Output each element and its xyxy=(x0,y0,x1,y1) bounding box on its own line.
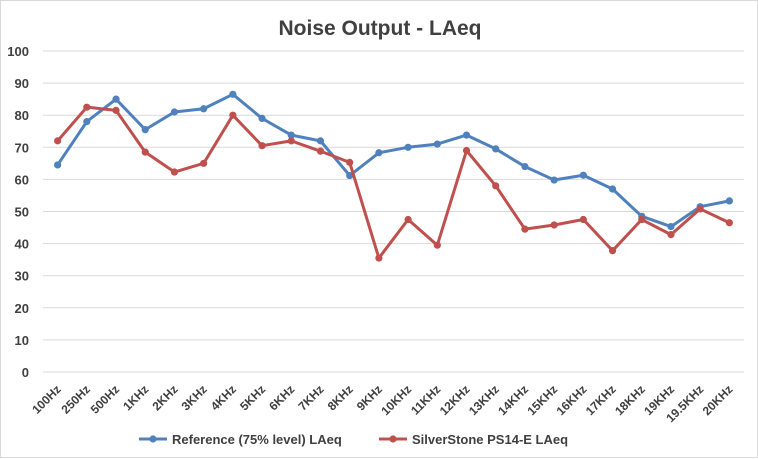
x-tick-label: 11KHz xyxy=(408,382,443,417)
data-point xyxy=(667,231,675,239)
data-point xyxy=(316,137,325,145)
data-point xyxy=(258,142,266,150)
data-point xyxy=(200,159,208,167)
x-tick-label: 250Hz xyxy=(59,382,93,416)
data-point xyxy=(550,221,558,229)
data-point xyxy=(346,171,354,180)
series-1 xyxy=(54,90,733,231)
y-tick-label: 10 xyxy=(15,333,29,348)
x-tick-label: 100Hz xyxy=(29,382,63,416)
data-point xyxy=(200,105,208,113)
data-point xyxy=(170,108,179,116)
x-tick-label: 8KHz xyxy=(325,382,356,413)
x-tick-label: 500Hz xyxy=(88,382,122,416)
x-axis-ticks: 100Hz250Hz500Hz1KHz2KHz3KHz4KHz5KHz6KHz7… xyxy=(29,382,735,425)
data-point xyxy=(83,103,91,111)
series-2 xyxy=(54,103,733,262)
data-point xyxy=(725,197,733,205)
data-point xyxy=(579,215,587,224)
data-point xyxy=(608,185,617,193)
data-point xyxy=(346,158,354,166)
data-point xyxy=(433,140,441,148)
x-tick-label: 15KHz xyxy=(524,382,560,418)
data-point xyxy=(141,148,149,156)
x-tick-label: 12KHz xyxy=(437,382,473,418)
y-tick-label: 90 xyxy=(15,76,29,91)
data-point xyxy=(404,215,412,224)
legend-marker xyxy=(149,435,157,443)
data-point xyxy=(287,131,295,139)
x-tick-label: 14KHz xyxy=(495,382,531,418)
y-tick-label: 100 xyxy=(7,44,29,59)
y-tick-label: 0 xyxy=(22,365,29,380)
y-tick-label: 20 xyxy=(15,301,29,316)
data-point xyxy=(492,145,500,153)
y-tick-label: 70 xyxy=(15,140,29,155)
data-point xyxy=(462,146,471,155)
data-point xyxy=(579,171,587,179)
x-tick-label: 10KHz xyxy=(378,382,414,418)
legend-label: Reference (75% level) LAeq xyxy=(172,432,342,447)
data-point xyxy=(404,143,412,151)
x-tick-label: 16KHz xyxy=(554,382,590,418)
x-tick-label: 13KHz xyxy=(466,382,502,418)
data-point xyxy=(141,126,149,134)
data-point xyxy=(112,106,120,114)
data-point xyxy=(433,241,441,249)
x-tick-label: 6KHz xyxy=(266,382,297,413)
data-point xyxy=(83,118,91,126)
data-point xyxy=(550,176,558,184)
series-line xyxy=(56,105,731,260)
data-point xyxy=(54,161,62,169)
data-point xyxy=(229,111,237,119)
data-point xyxy=(462,131,471,139)
y-tick-label: 50 xyxy=(15,205,29,220)
data-point xyxy=(112,95,120,103)
data-point xyxy=(696,205,704,213)
x-tick-label: 3KHz xyxy=(179,382,210,413)
x-tick-label: 18KHz xyxy=(612,382,648,418)
x-tick-label: 17KHz xyxy=(583,382,619,418)
data-point xyxy=(375,149,383,157)
series-line xyxy=(56,92,730,229)
data-point xyxy=(170,168,179,176)
x-tick-label: 4KHz xyxy=(208,382,239,413)
data-point xyxy=(638,215,646,224)
data-point xyxy=(54,137,62,145)
y-tick-label: 40 xyxy=(15,237,29,252)
y-tick-label: 60 xyxy=(15,172,29,187)
series-lines xyxy=(54,90,733,262)
legend-label: SilverStone PS14-E LAeq xyxy=(412,432,568,447)
chart-title: Noise Output - LAeq xyxy=(279,17,482,40)
data-point xyxy=(521,225,529,233)
data-point xyxy=(316,147,325,155)
y-tick-label: 30 xyxy=(15,269,29,284)
x-tick-label: 1KHz xyxy=(120,382,151,413)
data-point xyxy=(375,254,383,262)
legend: Reference (75% level) LAeq SilverStone PS… xyxy=(139,432,568,447)
data-point xyxy=(492,182,500,190)
data-point xyxy=(725,219,733,227)
data-point xyxy=(287,137,295,145)
data-point xyxy=(608,247,617,255)
x-tick-label: 5KHz xyxy=(237,382,268,413)
x-tick-label: 2KHz xyxy=(149,382,180,413)
gridlines xyxy=(43,50,744,373)
x-tick-label: 20KHz xyxy=(700,382,736,418)
legend-marker xyxy=(389,435,397,443)
data-point xyxy=(521,162,529,171)
y-axis-ticks: 0 10 20 30 40 50 60 70 80 90 100 xyxy=(7,44,29,380)
data-point xyxy=(229,90,237,98)
data-point xyxy=(667,222,675,231)
x-tick-label: 7KHz xyxy=(295,382,326,413)
y-tick-label: 80 xyxy=(15,108,29,123)
data-point xyxy=(258,114,266,123)
